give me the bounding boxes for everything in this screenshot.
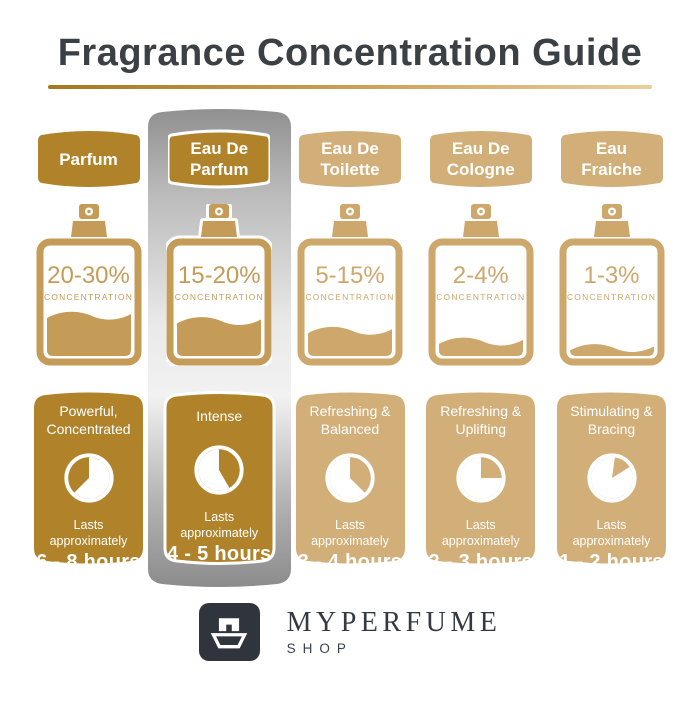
duration-value: 4 - 5 hours [167, 543, 272, 566]
clock-pie-icon [322, 450, 378, 506]
duration-card: Refreshing & Uplifting Lasts approximate… [424, 390, 537, 573]
duration-card: Intense Lasts approximately 4 - 5 hours [163, 390, 276, 566]
character-description: Refreshing & Uplifting [440, 403, 522, 438]
infographic-page: Fragrance Concentration Guide Parfum 20-… [0, 28, 700, 728]
concentration-caption: CONCENTRATION [436, 292, 526, 303]
spray-bottle-graphic [36, 204, 142, 366]
card-content: Powerful, Concentrated Lasts approximate… [32, 390, 145, 573]
bottle-text: 2-4% CONCENTRATION [428, 262, 534, 303]
concentration-caption: CONCENTRATION [43, 292, 134, 303]
footer-brand: MYPERFUME SHOP [0, 603, 700, 662]
category-banner: Eau De Cologne [429, 127, 532, 191]
bottle-text: 20-30% CONCENTRATION [36, 262, 142, 303]
concentration-caption: CONCENTRATION [174, 292, 264, 303]
concentration-percent: 5-15% [315, 262, 385, 290]
concentration-percent: 15-20% [177, 262, 261, 290]
banner-ribbon-shape [299, 131, 401, 188]
column-parfum: Parfum 20-30% CONCENTRATION Powerful, Co… [32, 106, 145, 590]
character-description: Intense [196, 408, 243, 425]
concentration-caption: CONCENTRATION [305, 292, 395, 303]
duration-value: 1 - 2 hours [559, 551, 664, 574]
duration-card: Powerful, Concentrated Lasts approximate… [32, 390, 145, 573]
lasts-caption: Lasts approximately [441, 517, 520, 548]
banner-ribbon-shape [560, 131, 663, 188]
category-banner: Eau Fraiche [560, 127, 663, 191]
category-banner: Eau De Toilette [299, 127, 401, 191]
lasts-caption: Lasts approximately [180, 509, 259, 541]
spray-bottle-graphic [559, 204, 665, 366]
bottle-text: 1-3% CONCENTRATION [559, 262, 665, 303]
clock-pie-icon [191, 442, 247, 498]
category-banner: Parfum [37, 127, 140, 191]
card-content: Intense Lasts approximately 4 - 5 hours [163, 390, 276, 566]
fragrance-columns: Parfum 20-30% CONCENTRATION Powerful, Co… [0, 106, 700, 590]
category-label: Eau De Parfum [189, 139, 249, 180]
perfume-bottle-icon: 15-20% CONCENTRATION [163, 201, 275, 369]
banner-ribbon-shape [37, 131, 140, 188]
column-eau-de-parfum: Eau De Parfum 15-20% CONCENTRATION Inten… [147, 106, 291, 590]
lasts-caption: Lasts approximately [49, 517, 128, 548]
page-title: Fragrance Concentration Guide [57, 32, 643, 74]
concentration-percent: 20-30% [47, 262, 130, 290]
brand-subtitle: SHOP [286, 640, 353, 656]
category-label: Eau De Toilette [320, 139, 380, 180]
perfume-bottle-icon: 1-3% CONCENTRATION [559, 204, 665, 366]
clock-pie-icon [453, 450, 509, 506]
perfume-bottle-icon: 5-15% CONCENTRATION [297, 204, 403, 366]
concentration-percent: 2-4% [452, 262, 509, 290]
duration-value: 3 - 4 hours [297, 551, 403, 574]
perfume-bottle-icon: 2-4% CONCENTRATION [428, 204, 534, 366]
duration-value: 6 - 8 hours [36, 551, 141, 574]
bottle-text: 5-15% CONCENTRATION [297, 262, 403, 303]
bottle-text: 15-20% CONCENTRATION [166, 262, 272, 303]
title-underline [48, 85, 652, 90]
banner-ribbon-shape [429, 131, 532, 188]
banner-ribbon-shape [168, 127, 271, 191]
spray-bottle-graphic [428, 204, 534, 366]
concentration-caption: CONCENTRATION [566, 292, 657, 303]
brand-name: MYPERFUME [286, 606, 502, 638]
category-label: Eau Fraiche [581, 139, 642, 180]
card-content: Refreshing & Uplifting Lasts approximate… [424, 390, 537, 573]
duration-card: Stimulating & Bracing Lasts approximatel… [555, 390, 668, 573]
myperfume-logo-icon [198, 603, 260, 662]
character-description: Powerful, Concentrated [46, 403, 131, 438]
category-banner: Eau De Parfum [168, 127, 271, 191]
spray-bottle-graphic [163, 201, 275, 369]
card-content: Stimulating & Bracing Lasts approximatel… [555, 390, 668, 573]
clock-pie-icon [584, 450, 640, 506]
character-description: Stimulating & Bracing [570, 403, 653, 438]
column-eau-de-cologne: Eau De Cologne 2-4% CONCENTRATION Refres… [424, 106, 537, 590]
brand-text-block: MYPERFUME SHOP [286, 606, 502, 656]
spray-bottle-graphic [297, 204, 403, 366]
column-eau-fraiche: Eau Fraiche 1-3% CONCENTRATION Stimulati… [555, 106, 668, 590]
perfume-bottle-icon: 20-30% CONCENTRATION [36, 204, 142, 366]
duration-card: Refreshing & Balanced Lasts approximatel… [294, 390, 407, 573]
clock-pie-icon [61, 450, 117, 506]
category-label: Parfum [59, 149, 118, 169]
lasts-caption: Lasts approximately [311, 517, 389, 548]
duration-value: 2 - 3 hours [428, 551, 533, 574]
character-description: Refreshing & Balanced [309, 403, 391, 438]
perfume-bottle-logo-glyph [210, 618, 248, 649]
lasts-caption: Lasts approximately [572, 517, 651, 548]
column-eau-de-toilette: Eau De Toilette 5-15% CONCENTRATION Refr… [294, 106, 407, 590]
concentration-percent: 1-3% [583, 262, 640, 290]
category-label: Eau De Cologne [446, 139, 515, 180]
card-content: Refreshing & Balanced Lasts approximatel… [294, 390, 407, 573]
